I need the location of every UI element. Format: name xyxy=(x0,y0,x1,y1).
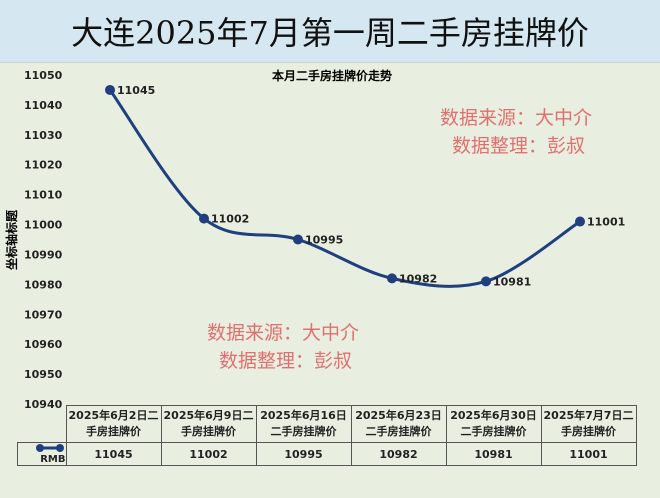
category-header: 2025年6月9日二手房挂牌价 xyxy=(160,405,257,443)
category-header: 2025年6月16日二手房挂牌价 xyxy=(255,405,352,443)
y-tick-label: 10940 xyxy=(24,398,63,411)
y-axis-label: 坐标轴标题 xyxy=(4,209,19,270)
data-point xyxy=(105,84,115,95)
data-label: 10982 xyxy=(399,272,437,285)
legend-marker-icon xyxy=(35,444,64,452)
table-corner xyxy=(18,406,67,443)
category-header: 2025年6月30日二手房挂牌价 xyxy=(445,405,542,443)
data-point xyxy=(293,234,303,245)
y-tick-label: 10970 xyxy=(24,308,63,321)
y-tick-label: 10980 xyxy=(24,278,63,291)
y-tick-label: 11010 xyxy=(24,189,63,202)
table-value: 10995 xyxy=(255,442,352,466)
y-tick-label: 10950 xyxy=(24,368,63,381)
watermark-source: 数据来源：大中介 xyxy=(440,107,592,129)
data-label: 10995 xyxy=(305,234,343,247)
data-point xyxy=(199,213,209,224)
data-table: 2025年6月2日二手房挂牌价 2025年6月9日二手房挂牌价 2025年6月16日… xyxy=(17,405,637,466)
category-header: 2025年6月23日二手房挂牌价 xyxy=(350,405,447,443)
y-tick-label: 10990 xyxy=(24,248,63,261)
chart-title: 本月二手房挂牌价走势 xyxy=(272,68,392,83)
table-value: 10981 xyxy=(445,442,542,466)
series-line-rmb xyxy=(108,89,581,288)
data-label: 11001 xyxy=(587,216,625,229)
legend-label: RMB xyxy=(40,454,66,465)
page-title: 大连2025年7月第一周二手房挂牌价 xyxy=(71,14,589,52)
data-point xyxy=(575,216,585,227)
y-tick-label: 11050 xyxy=(24,69,63,82)
watermark-author-2: 数据整理：彭叔 xyxy=(219,350,352,372)
data-point xyxy=(387,273,397,284)
category-header: 2025年7月7日二手房挂牌价 xyxy=(540,405,637,443)
table-value: 10982 xyxy=(350,442,447,466)
watermark-source-2: 数据来源：大中介 xyxy=(207,322,359,344)
data-point xyxy=(481,276,491,287)
y-tick-label: 10960 xyxy=(24,338,63,351)
legend-rmb: RMB xyxy=(17,442,67,466)
y-tick-label: 11020 xyxy=(24,159,63,172)
table-value: 11001 xyxy=(540,442,637,466)
data-label: 11045 xyxy=(117,84,155,97)
y-tick-label: 11000 xyxy=(24,219,63,232)
data-label: 11002 xyxy=(211,213,249,226)
table-value: 11045 xyxy=(65,442,162,466)
y-tick-label: 11040 xyxy=(24,99,63,112)
watermark-author: 数据整理：彭叔 xyxy=(452,135,585,157)
table-value: 11002 xyxy=(160,442,257,466)
data-label: 10981 xyxy=(493,275,531,288)
title-bar xyxy=(0,0,660,63)
y-tick-label: 11030 xyxy=(24,129,63,142)
category-header: 2025年6月2日二手房挂牌价 xyxy=(65,405,162,443)
